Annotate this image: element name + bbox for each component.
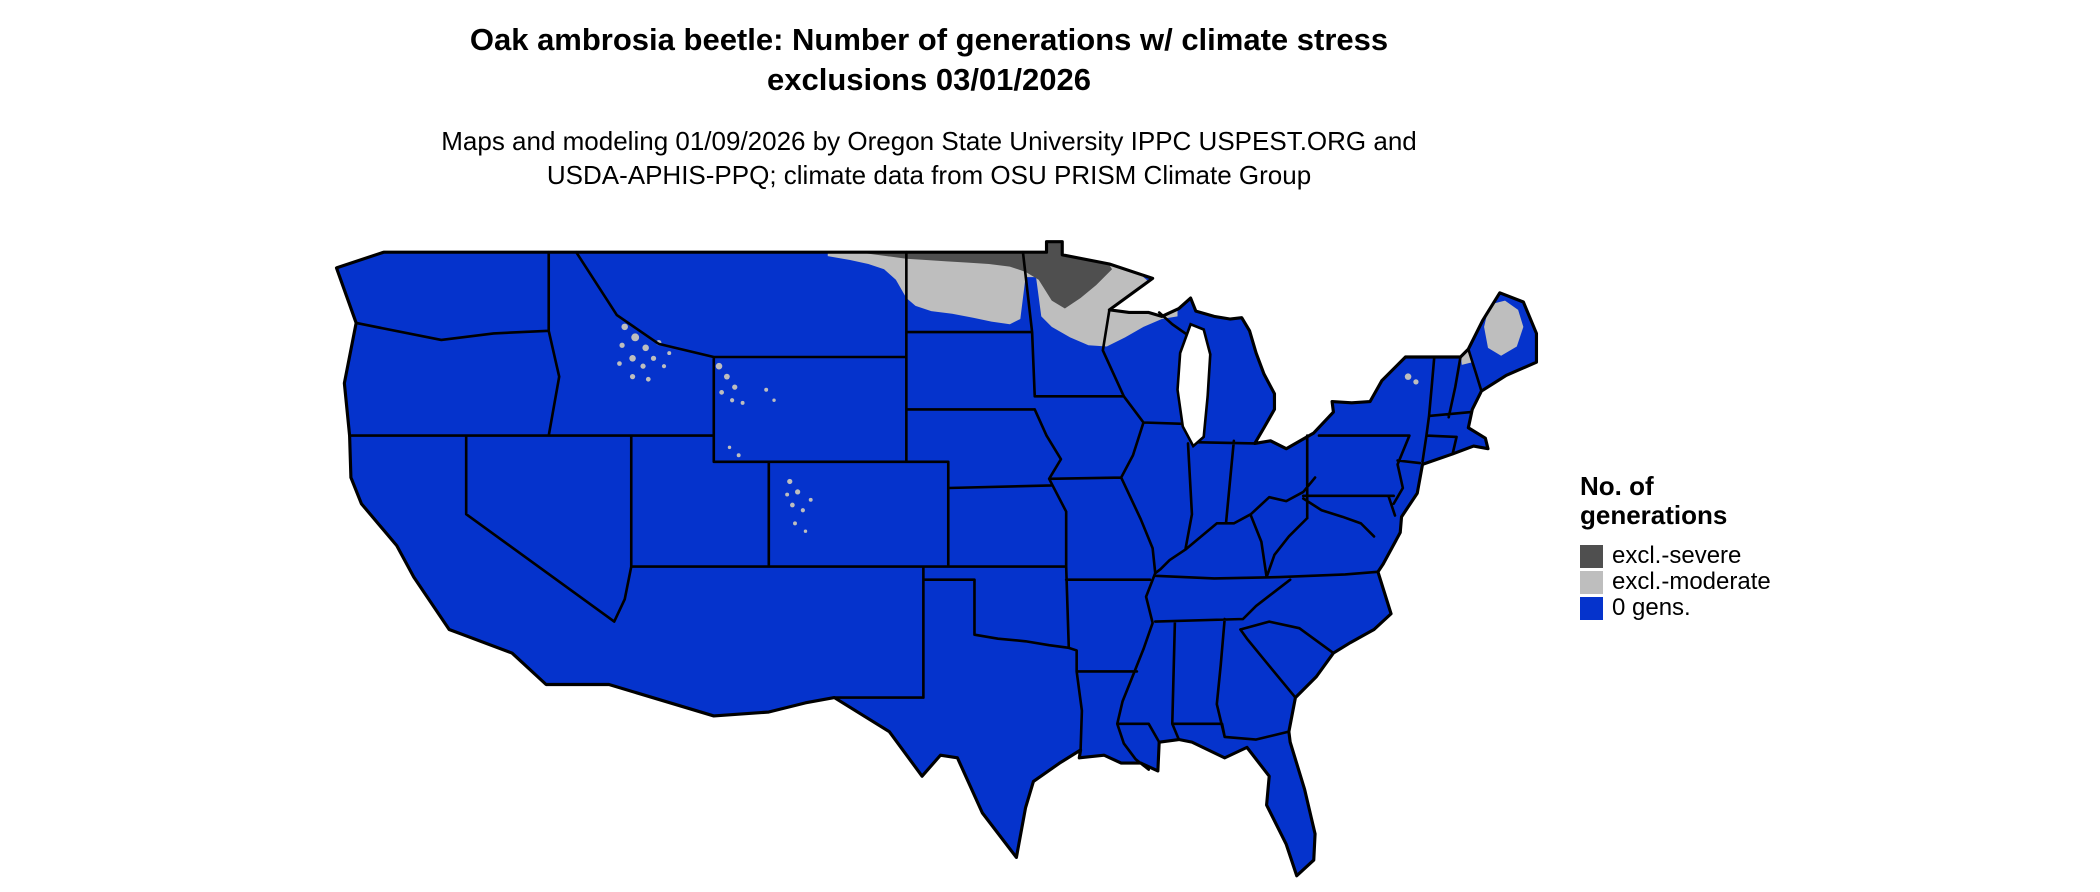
lake-michigan <box>1176 322 1212 449</box>
us-map-container <box>310 226 1542 881</box>
legend-swatch-excl-severe <box>1580 544 1603 568</box>
map-subtitle-line2: USDA-APHIS-PPQ; climate data from OSU PR… <box>546 160 1312 190</box>
legend-swatch-excl-moderate <box>1580 570 1603 594</box>
map-title: Oak ambrosia beetle: Number of generatio… <box>0 20 1858 100</box>
legend-label-excl-moderate: excl.-moderate <box>1612 568 1771 595</box>
map-title-line1: Oak ambrosia beetle: Number of generatio… <box>469 22 1389 57</box>
legend-title-line2: generations <box>1580 500 1728 530</box>
exclusion-moderate-maine <box>1460 300 1524 365</box>
legend: No. of generations excl.-severe excl.-mo… <box>1580 472 1771 621</box>
national-outline <box>334 240 1539 878</box>
legend-label-excl-severe: excl.-severe <box>1612 542 1742 569</box>
exclusion-moderate-speckles <box>617 323 1419 533</box>
map-subtitle-line1: Maps and modeling 01/09/2026 by Oregon S… <box>441 126 1417 156</box>
map-subtitle: Maps and modeling 01/09/2026 by Oregon S… <box>0 124 1858 192</box>
legend-rows: excl.-severe excl.-moderate 0 gens. <box>1580 543 1771 621</box>
legend-row-excl-severe: excl.-severe <box>1580 543 1771 569</box>
legend-label-zero-gens: 0 gens. <box>1612 594 1691 621</box>
legend-title: No. of generations <box>1580 472 1771 530</box>
header: Oak ambrosia beetle: Number of generatio… <box>0 20 1858 192</box>
legend-title-line1: No. of <box>1580 471 1654 501</box>
state-borders <box>348 250 1483 771</box>
map-title-line2: exclusions 03/01/2026 <box>766 62 1091 97</box>
legend-swatch-zero-gens <box>1580 596 1603 620</box>
us-map <box>334 240 1539 878</box>
legend-row-zero-gens: 0 gens. <box>1580 595 1771 621</box>
legend-row-excl-moderate: excl.-moderate <box>1580 569 1771 595</box>
us-landmass-zero-generations <box>336 241 1537 876</box>
